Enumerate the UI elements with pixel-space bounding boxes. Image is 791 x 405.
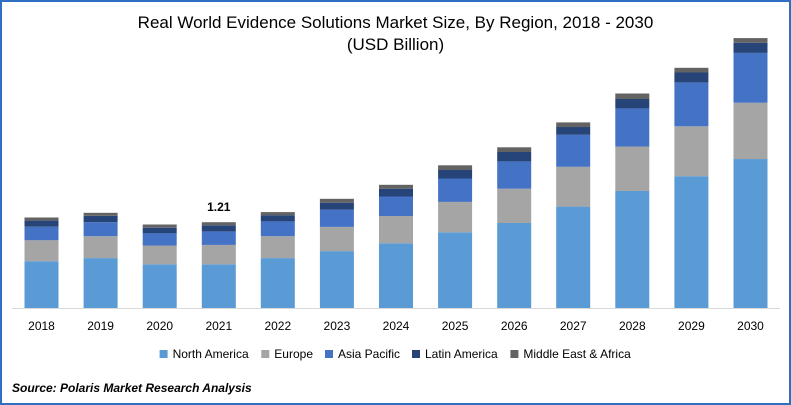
legend-swatch-north-america xyxy=(159,350,168,358)
bar-2027-europe xyxy=(556,166,591,207)
bar-2018-north-america xyxy=(24,261,59,308)
x-tick-label-2026: 2026 xyxy=(501,319,528,333)
bar-2029-asia-pacific xyxy=(674,82,709,127)
bar-2028-middle-east-africa xyxy=(615,93,650,99)
bar-2030-asia-pacific xyxy=(733,52,768,103)
chart-title-block: Real World Evidence Solutions Market Siz… xyxy=(0,12,791,56)
bar-2024-asia-pacific xyxy=(379,196,413,216)
bar-2021-asia-pacific xyxy=(201,231,236,245)
bar-2026-asia-pacific xyxy=(497,161,532,189)
bar-2019-middle-east-africa xyxy=(83,212,118,216)
bar-2024-latin-america xyxy=(379,188,413,197)
bar-2023-europe xyxy=(319,226,354,252)
x-tick-label-2028: 2028 xyxy=(619,319,646,333)
bar-2027-middle-east-africa xyxy=(556,122,591,128)
bar-2018-asia-pacific xyxy=(24,226,59,241)
chart-subtitle: (USD Billion) xyxy=(346,35,445,54)
bar-2026-north-america xyxy=(497,223,532,308)
x-tick-label-2019: 2019 xyxy=(87,319,114,333)
bar-2027-asia-pacific xyxy=(556,134,591,167)
x-tick-label-2020: 2020 xyxy=(146,319,173,333)
bar-2024-middle-east-africa xyxy=(379,184,413,189)
bar-2018-middle-east-africa xyxy=(24,217,59,221)
bar-2021-middle-east-africa xyxy=(201,222,236,226)
x-tick-label-2027: 2027 xyxy=(560,319,587,333)
bar-2020-europe xyxy=(142,245,177,265)
bar-2023-north-america xyxy=(319,251,354,308)
bar-2023-asia-pacific xyxy=(319,209,354,227)
legend-swatch-middle-east-africa xyxy=(510,350,519,358)
bar-2029-north-america xyxy=(674,176,709,308)
bar-2023-middle-east-africa xyxy=(319,198,354,203)
chart-title: Real World Evidence Solutions Market Siz… xyxy=(137,13,654,32)
bar-2026-europe xyxy=(497,188,532,223)
source-note: Source: Polaris Market Research Analysis xyxy=(12,381,252,395)
bar-2027-north-america xyxy=(556,206,591,308)
bar-2022-middle-east-africa xyxy=(260,212,295,216)
bar-2020-asia-pacific xyxy=(142,233,177,246)
bar-2020-latin-america xyxy=(142,227,177,234)
legend-swatch-asia-pacific xyxy=(325,350,333,358)
x-tick-label-2022: 2022 xyxy=(264,319,291,333)
bar-2028-latin-america xyxy=(615,99,650,109)
legend-label-latin-america: Latin America xyxy=(425,347,498,361)
bar-2030-latin-america xyxy=(733,42,768,53)
bar-2021-latin-america xyxy=(201,225,236,232)
bar-2030-middle-east-africa xyxy=(733,38,768,43)
bar-2028-europe xyxy=(615,146,650,191)
bar-2022-latin-america xyxy=(260,215,295,222)
bar-2025-middle-east-africa xyxy=(438,165,473,170)
data-label-2021: 1.21 xyxy=(207,200,231,214)
bar-2018-latin-america xyxy=(24,220,59,227)
bar-2029-europe xyxy=(674,126,709,177)
bar-2026-latin-america xyxy=(497,152,532,162)
bar-2021-europe xyxy=(201,244,236,265)
bar-2026-middle-east-africa xyxy=(497,147,532,152)
bar-2022-europe xyxy=(260,236,295,258)
bar-2025-asia-pacific xyxy=(438,178,473,202)
legend-label-asia-pacific: Asia Pacific xyxy=(338,347,400,361)
x-tick-label-2021: 2021 xyxy=(205,319,232,333)
bar-2020-middle-east-africa xyxy=(142,224,177,228)
bar-2027-latin-america xyxy=(556,127,591,135)
legend-label-europe: Europe xyxy=(274,347,313,361)
bar-2023-latin-america xyxy=(319,202,354,210)
bar-2021-north-america xyxy=(201,264,236,308)
bar-2019-north-america xyxy=(83,258,118,308)
bar-2028-asia-pacific xyxy=(615,108,650,147)
bar-2028-north-america xyxy=(615,191,650,308)
bar-2029-latin-america xyxy=(674,72,709,83)
x-tick-label-2030: 2030 xyxy=(737,319,764,333)
bar-2019-asia-pacific xyxy=(83,222,118,237)
bar-2025-latin-america xyxy=(438,169,473,179)
bar-2024-north-america xyxy=(379,243,413,308)
bar-2030-north-america xyxy=(733,159,768,308)
bar-2019-latin-america xyxy=(83,216,118,223)
legend-swatch-europe xyxy=(261,350,270,358)
bar-2022-asia-pacific xyxy=(260,221,295,237)
bar-2022-north-america xyxy=(260,258,295,308)
x-tick-label-2029: 2029 xyxy=(678,319,705,333)
bar-2024-europe xyxy=(379,216,413,244)
bar-2018-europe xyxy=(24,240,59,262)
legend-label-middle-east-africa: Middle East & Africa xyxy=(523,347,631,361)
bar-2029-middle-east-africa xyxy=(674,67,709,73)
x-tick-label-2018: 2018 xyxy=(28,319,55,333)
x-tick-label-2025: 2025 xyxy=(442,319,469,333)
legend-label-north-america: North America xyxy=(173,347,249,361)
bar-2019-europe xyxy=(83,236,118,258)
bar-2025-north-america xyxy=(438,232,473,308)
bar-2025-europe xyxy=(438,201,473,233)
x-tick-label-2024: 2024 xyxy=(383,319,410,333)
bar-2030-europe xyxy=(733,102,768,160)
x-tick-label-2023: 2023 xyxy=(324,319,351,333)
legend-swatch-latin-america xyxy=(412,350,420,358)
bar-2020-north-america xyxy=(142,264,177,308)
